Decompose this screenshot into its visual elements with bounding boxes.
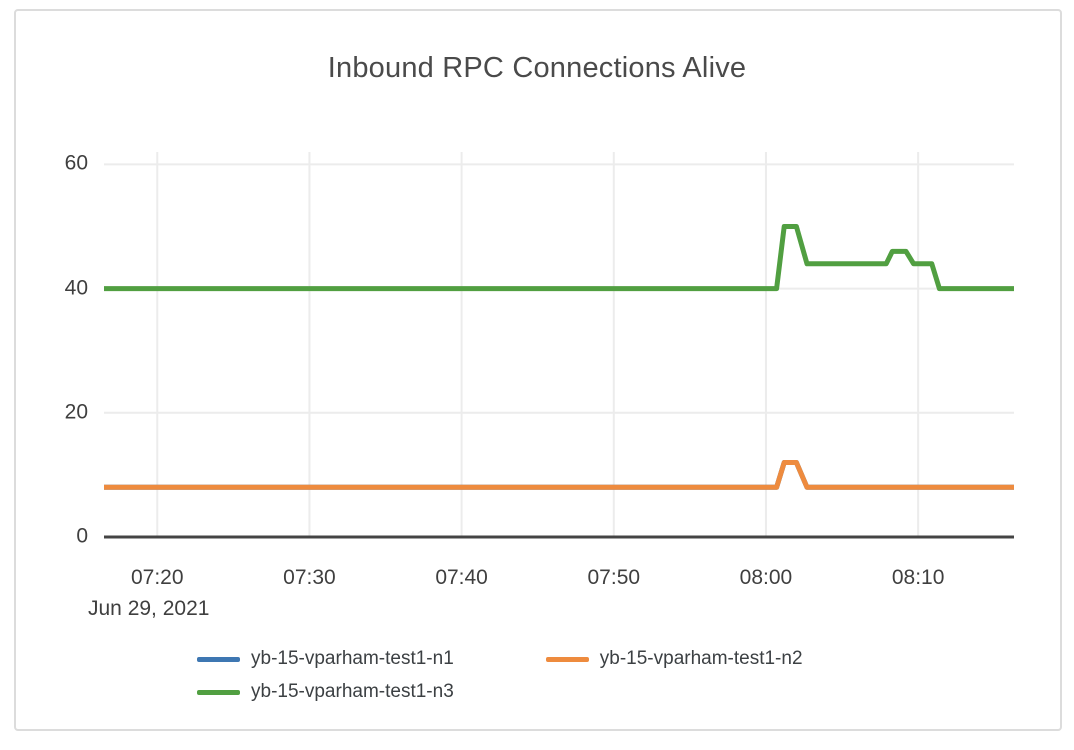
x-tick-label: 08:00 (739, 566, 793, 589)
chart-title: Inbound RPC Connections Alive (327, 52, 747, 84)
legend-swatch-icon (197, 689, 240, 695)
chart-card (14, 9, 1062, 731)
series-line-yb-15-vparham-test1-n3 (104, 224, 1014, 292)
legend-item-yb-15-vparham-test1-n3[interactable]: yb-15-vparham-test1-n3 (197, 681, 454, 703)
legend-item-yb-15-vparham-test1-n1[interactable]: yb-15-vparham-test1-n1 (197, 648, 454, 670)
x-tick-label: 07:50 (587, 566, 641, 589)
series-line-yb-15-vparham-test1-n2 (104, 460, 1014, 490)
y-tick-label: 60 (64, 151, 88, 175)
x-tick-label: 08:10 (891, 566, 945, 589)
legend-item-yb-15-vparham-test1-n2[interactable]: yb-15-vparham-test1-n2 (545, 648, 803, 670)
y-tick-label: 0 (76, 524, 88, 548)
x-tick-label: 07:30 (283, 566, 336, 589)
legend-item-label: yb-15-vparham-test1-n1 (251, 648, 454, 669)
x-tick-label: 07:20 (130, 566, 184, 589)
x-tick-label: 07:40 (435, 566, 488, 589)
legend-item-label: yb-15-vparham-test1-n3 (251, 681, 454, 702)
legend-item-label: yb-15-vparham-test1-n2 (599, 648, 803, 669)
y-tick-label: 40 (64, 276, 88, 300)
legend-swatch-icon (545, 656, 589, 662)
legend: yb-15-vparham-test1-n1 yb-15-vparham-test… (197, 648, 897, 703)
series-line-yb-15-vparham-test1-n1 (104, 460, 1014, 490)
y-tick-label: 20 (64, 400, 88, 424)
x-axis-date-label: Jun 29, 2021 (88, 597, 210, 620)
legend-swatch-icon (197, 656, 240, 662)
